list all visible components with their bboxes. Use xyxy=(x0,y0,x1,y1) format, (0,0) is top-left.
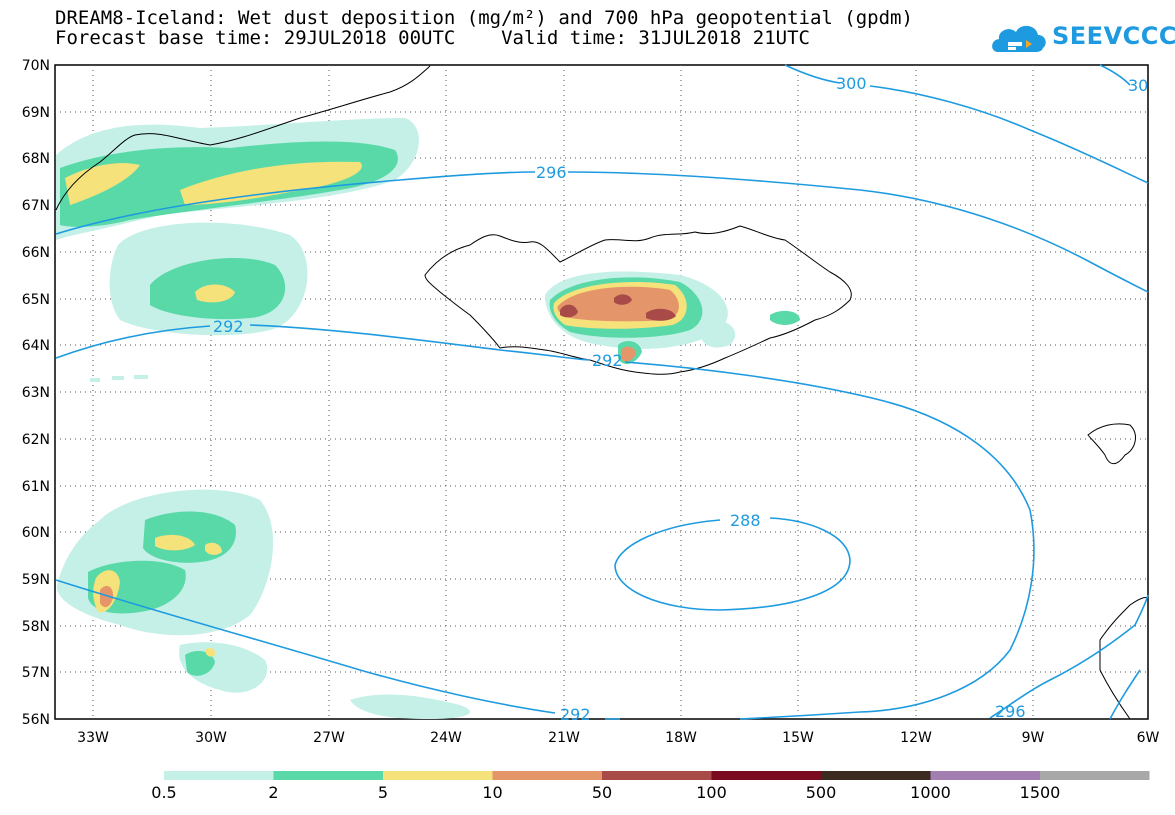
colorbar-label: 500 xyxy=(805,783,837,802)
lon-label: 33W xyxy=(77,730,109,746)
lat-label: 65N xyxy=(22,292,50,308)
colorbar-segment xyxy=(273,771,383,780)
lat-label: 70N xyxy=(22,58,50,74)
longitude-labels: 33W 30W 27W 24W 21W 18W 15W 12W 9W 6W xyxy=(77,730,1159,746)
colorbar-segment xyxy=(930,771,1040,780)
colorbar-label: 1000 xyxy=(910,783,951,802)
lat-label: 56N xyxy=(22,712,50,728)
lat-label: 67N xyxy=(22,198,50,214)
map-title: DREAM8-Iceland: Wet dust deposition (mg/… xyxy=(55,7,913,29)
lon-label: 9W xyxy=(1022,730,1045,746)
contour-label: 30 xyxy=(1128,76,1148,95)
contour-label: 292 xyxy=(592,351,623,370)
seevccc-cloud-icon xyxy=(992,25,1046,52)
lat-label: 64N xyxy=(22,338,50,354)
colorbar-segment xyxy=(492,771,602,780)
colorbar xyxy=(164,771,1150,780)
contour-labels: 300 30 296 292 292 288 292 296 xyxy=(213,74,1148,724)
lon-label: 18W xyxy=(665,730,697,746)
coastline xyxy=(55,65,1149,720)
colorbar-label: 0.5 xyxy=(151,783,177,802)
contour-label: 292 xyxy=(560,705,591,724)
logo-text: SEEVCCC xyxy=(1052,22,1175,50)
colorbar-segment xyxy=(383,771,493,780)
map-subtitle: Forecast base time: 29JUL2018 00UTC Vali… xyxy=(55,27,810,49)
colorbar-segment xyxy=(1040,771,1150,780)
lat-label: 59N xyxy=(22,572,50,588)
lat-label: 69N xyxy=(22,105,50,121)
lat-label: 62N xyxy=(22,432,50,448)
colorbar-label: 5 xyxy=(377,783,389,802)
lat-label: 60N xyxy=(22,525,50,541)
lon-label: 21W xyxy=(548,730,580,746)
graticule xyxy=(55,65,1148,719)
lon-label: 12W xyxy=(900,730,932,746)
colorbar-segment xyxy=(602,771,712,780)
lon-label: 15W xyxy=(782,730,814,746)
geopotential-contours xyxy=(55,64,1149,720)
lat-label: 68N xyxy=(22,151,50,167)
colorbar-label: 1500 xyxy=(1019,783,1061,802)
colorbar-label: 100 xyxy=(696,783,727,802)
lon-label: 24W xyxy=(430,730,462,746)
lat-label: 63N xyxy=(22,385,50,401)
deposition-field xyxy=(56,118,800,719)
lat-label: 58N xyxy=(22,619,50,635)
colorbar-segment xyxy=(821,771,931,780)
colorbar-label: 2 xyxy=(268,783,279,802)
lon-label: 6W xyxy=(1137,730,1160,746)
contour-label: 300 xyxy=(836,74,867,93)
lat-label: 57N xyxy=(22,665,50,681)
contour-label: 288 xyxy=(730,511,761,530)
contour-label: 292 xyxy=(213,317,244,336)
latitude-labels: 70N 69N 68N 67N 66N 65N 64N 63N 62N 61N … xyxy=(22,58,50,728)
colorbar-segment xyxy=(164,771,274,780)
contour-label: 296 xyxy=(536,163,567,182)
colorbar-label: 50 xyxy=(591,783,613,802)
colorbar-segment xyxy=(711,771,821,780)
colorbar-label: 10 xyxy=(482,783,503,802)
lon-label: 27W xyxy=(313,730,345,746)
lon-label: 30W xyxy=(195,730,227,746)
contour-label: 296 xyxy=(995,702,1026,721)
lat-label: 61N xyxy=(22,479,50,495)
lat-label: 66N xyxy=(22,245,50,261)
